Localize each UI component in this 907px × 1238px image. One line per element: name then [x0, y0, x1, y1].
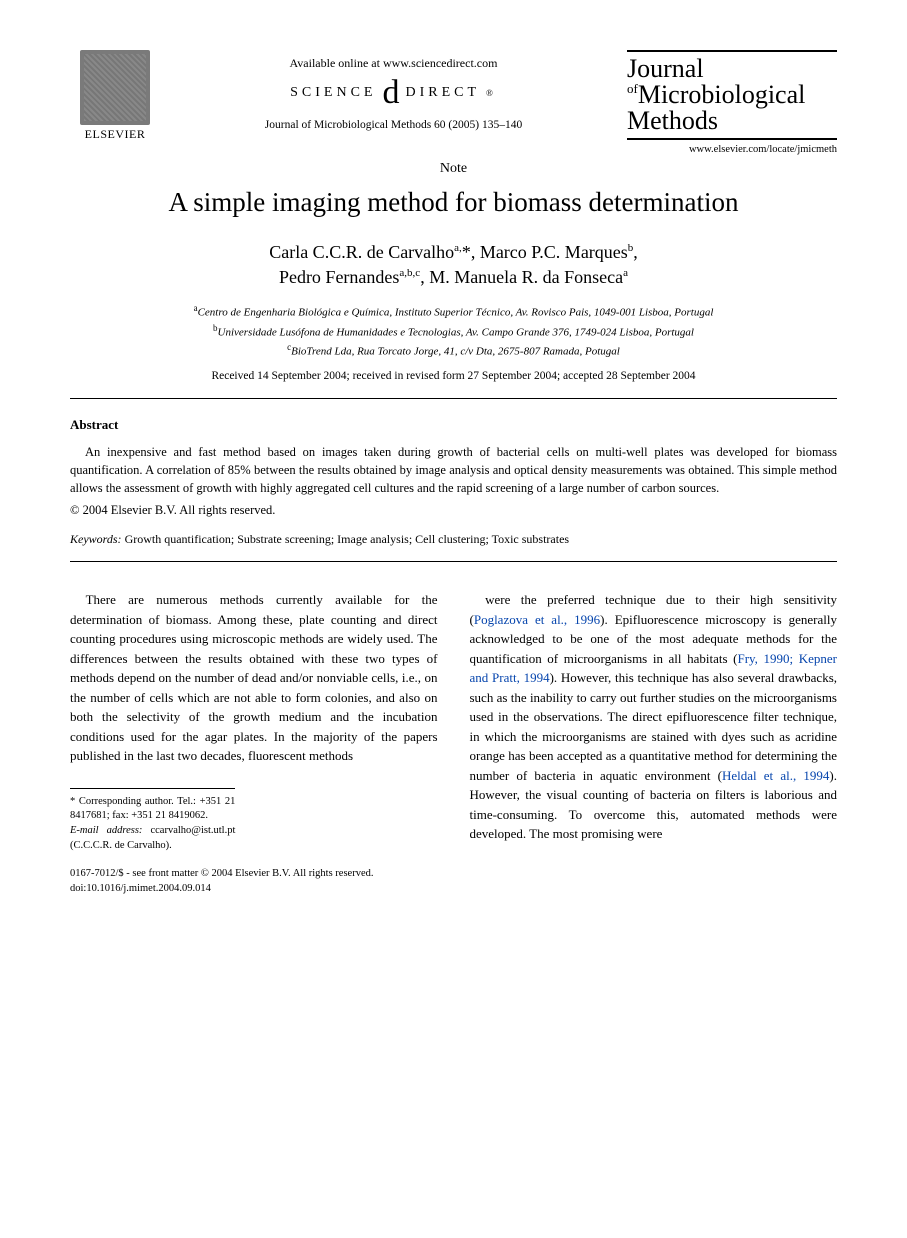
journal-url: www.elsevier.com/locate/jmicmeth — [627, 144, 837, 155]
column-right: were the preferred technique due to thei… — [470, 590, 838, 853]
citation-link-1[interactable]: Poglazova et al., 1996 — [474, 612, 600, 627]
author-3: Pedro Fernandes — [279, 267, 399, 287]
footnotes: * Corresponding author. Tel.: +351 21 84… — [70, 788, 235, 854]
keywords-text: Growth quantification; Substrate screeni… — [122, 532, 570, 546]
publisher-name: ELSEVIER — [70, 127, 160, 142]
affil-a: Centro de Engenharia Biológica e Química… — [198, 307, 714, 319]
author-4: M. Manuela R. da Fonseca — [429, 267, 623, 287]
article-title: A simple imaging method for biomass dete… — [70, 187, 837, 218]
body-columns: There are numerous methods currently ava… — [70, 590, 837, 853]
elsevier-tree-icon — [80, 50, 150, 125]
journal-title-block: Journal ofMicrobiological Methods www.el… — [627, 50, 837, 155]
journal-title-line2: ofMicrobiological — [627, 82, 837, 108]
keywords-label: Keywords: — [70, 532, 122, 546]
rule-top — [70, 398, 837, 399]
sd-science: SCIENCE — [290, 85, 376, 101]
body-para-1: There are numerous methods currently ava… — [70, 590, 438, 766]
sd-direct: DIRECT — [405, 85, 480, 101]
affil-c: BioTrend Lda, Rua Torcato Jorge, 41, c/v… — [291, 345, 620, 357]
journal-reference: Journal of Microbiological Methods 60 (2… — [160, 119, 627, 131]
author-3-affil: a,b,c — [399, 267, 420, 279]
journal-title-line1: Journal — [627, 56, 837, 82]
rule-bottom — [70, 561, 837, 562]
available-online-text: Available online at www.sciencedirect.co… — [160, 56, 627, 71]
email-label: E-mail address: — [70, 825, 142, 836]
abstract-body: An inexpensive and fast method based on … — [70, 443, 837, 497]
corresponding-author-note: * Corresponding author. Tel.: +351 21 84… — [70, 795, 235, 824]
header: ELSEVIER Available online at www.science… — [70, 50, 837, 155]
header-center: Available online at www.sciencedirect.co… — [160, 50, 627, 131]
sciencedirect-logo: SCIENCE d DIRECT ® — [290, 81, 497, 105]
author-2: Marco P.C. Marques — [480, 242, 628, 262]
footer: 0167-7012/$ - see front matter © 2004 El… — [70, 867, 837, 896]
abstract-copyright: © 2004 Elsevier B.V. All rights reserved… — [70, 503, 837, 518]
page: ELSEVIER Available online at www.science… — [0, 0, 907, 937]
publisher-logo-block: ELSEVIER — [70, 50, 160, 142]
abstract-heading: Abstract — [70, 417, 837, 433]
footer-doi: doi:10.1016/j.mimet.2004.09.014 — [70, 882, 837, 897]
author-1: Carla C.C.R. de Carvalho — [269, 242, 454, 262]
article-dates: Received 14 September 2004; received in … — [70, 370, 837, 382]
citation-link-3[interactable]: Heldal et al., 1994 — [722, 768, 829, 783]
footer-copyright: 0167-7012/$ - see front matter © 2004 El… — [70, 867, 837, 882]
journal-title-box: Journal ofMicrobiological Methods — [627, 50, 837, 140]
author-4-affil: a — [623, 267, 628, 279]
authors: Carla C.C.R. de Carvalhoa,*, Marco P.C. … — [70, 240, 837, 290]
journal-title-line3: Methods — [627, 108, 837, 140]
email-line: E-mail address: ccarvalho@ist.utl.pt (C.… — [70, 824, 235, 853]
sd-d-icon: d — [382, 81, 399, 105]
column-left: There are numerous methods currently ava… — [70, 590, 438, 853]
author-1-affil: a, — [454, 242, 462, 254]
affil-b: Universidade Lusófona de Humanidades e T… — [218, 326, 694, 338]
corresponding-star-icon: * — [462, 242, 471, 262]
body-para-2: were the preferred technique due to thei… — [470, 590, 838, 844]
journal-of: of — [627, 81, 638, 96]
registered-icon: ® — [486, 88, 497, 98]
keywords-line: Keywords: Growth quantification; Substra… — [70, 532, 837, 547]
article-type-label: Note — [70, 161, 837, 177]
affiliations: aCentro de Engenharia Biológica e Químic… — [70, 302, 837, 359]
